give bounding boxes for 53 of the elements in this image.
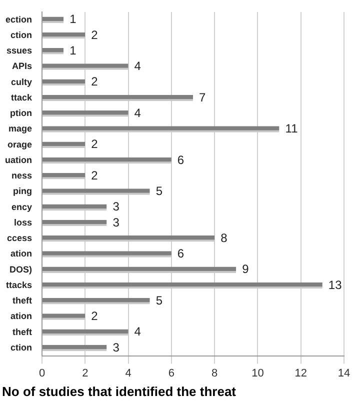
data-label: 6: [177, 246, 184, 261]
data-label: 5: [156, 293, 163, 308]
x-tick-label: 12: [294, 367, 307, 380]
data-label: 2: [91, 74, 98, 89]
data-label: 4: [134, 106, 142, 120]
y-tick-label: APIs: [12, 61, 32, 72]
x-tick-label: 8: [212, 367, 218, 380]
data-label: 8: [220, 230, 228, 245]
data-label: 9: [242, 262, 250, 276]
data-label: 2: [91, 309, 98, 324]
y-tick-label: mage: [8, 124, 32, 134]
x-tick-label: 6: [168, 367, 174, 380]
y-tick-label: DOS): [10, 264, 32, 274]
data-label: 1: [70, 12, 77, 26]
data-label: 6: [177, 152, 184, 167]
data-label: 11: [285, 122, 298, 136]
y-tick-label: uation: [5, 154, 32, 165]
y-tick-label: loss: [14, 217, 32, 228]
y-tick-label: theft: [12, 296, 32, 306]
y-tick-label: ccess: [6, 233, 32, 244]
y-tick-label: ction: [10, 342, 32, 352]
y-tick-label: culty: [10, 76, 32, 87]
data-label: 3: [112, 340, 120, 354]
y-tick-label: ection: [5, 14, 32, 24]
y-tick-label: ness: [11, 170, 32, 181]
x-tick-label: 14: [338, 367, 350, 380]
y-tick-label: theft: [12, 326, 32, 337]
data-label: 3: [112, 200, 120, 214]
y-tick-label: ssues: [6, 46, 32, 56]
data-label: 3: [112, 215, 120, 230]
data-label: 2: [91, 28, 98, 42]
y-tick-label: ency: [11, 202, 32, 212]
x-tick-label: 4: [125, 367, 132, 380]
y-tick-label: ping: [13, 186, 32, 196]
y-tick-label: ation: [10, 248, 32, 259]
data-label: 4: [134, 59, 142, 74]
data-label: 2: [91, 137, 98, 152]
y-tick-label: ation: [10, 311, 32, 322]
data-label: 5: [156, 184, 163, 198]
x-tick-label: 10: [252, 367, 264, 380]
x-tick-label: 2: [82, 367, 88, 380]
data-label: 2: [91, 168, 98, 182]
y-tick-label: orage: [7, 139, 32, 150]
y-tick-label: ction: [10, 30, 32, 40]
y-tick-label: ttack: [10, 92, 33, 102]
y-tick-label: ption: [10, 108, 32, 118]
data-label: 4: [134, 324, 142, 339]
x-tick-label: 0: [38, 367, 46, 380]
data-label: 7: [199, 90, 206, 104]
data-label: 1: [70, 43, 77, 58]
x-axis-title: No of studies that identified the threat: [2, 384, 236, 399]
data-label: 13: [328, 278, 342, 292]
y-tick-label: ttacks: [6, 280, 32, 290]
